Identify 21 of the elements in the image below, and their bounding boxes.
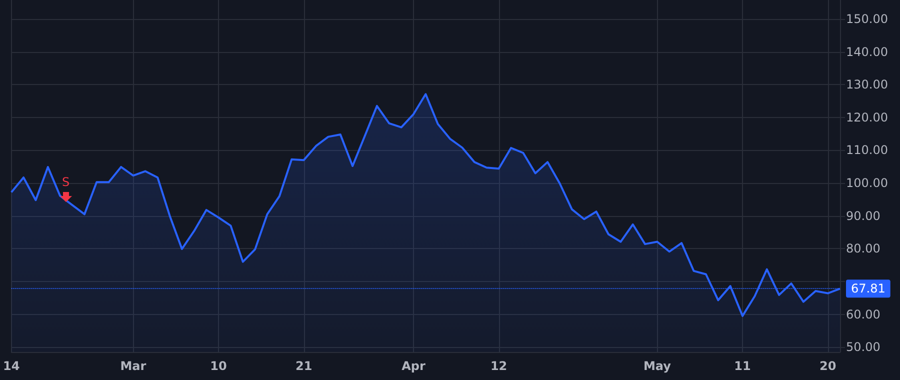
y-tick-label: 50.00 — [846, 340, 880, 354]
x-tick-label: 10 — [210, 359, 227, 373]
y-tick-label: 90.00 — [846, 208, 880, 223]
x-tick-label: May — [643, 359, 672, 373]
y-tick-label: 130.00 — [846, 78, 888, 92]
y-tick-label: 100.00 — [846, 176, 888, 190]
y-tick-label: 110.00 — [846, 143, 888, 158]
annotation: S — [62, 175, 70, 189]
y-tick-label: 60.00 — [846, 307, 880, 322]
x-tick-label: Apr — [402, 359, 426, 373]
y-tick-label: 140.00 — [846, 44, 888, 59]
y-tick-label: 150.00 — [846, 12, 888, 26]
x-tick-label: Mar — [120, 359, 146, 373]
y-tick-label: 80.00 — [846, 242, 880, 256]
x-tick-label: 12 — [490, 359, 508, 373]
ref-line-label: 67.81 — [851, 282, 886, 296]
x-tick-label: 14 — [3, 359, 20, 373]
x-tick-label: 11 — [734, 359, 751, 373]
y-tick-label: 120.00 — [846, 110, 888, 124]
x-tick-label: 20 — [819, 359, 836, 373]
x-tick-label: 21 — [295, 359, 312, 373]
